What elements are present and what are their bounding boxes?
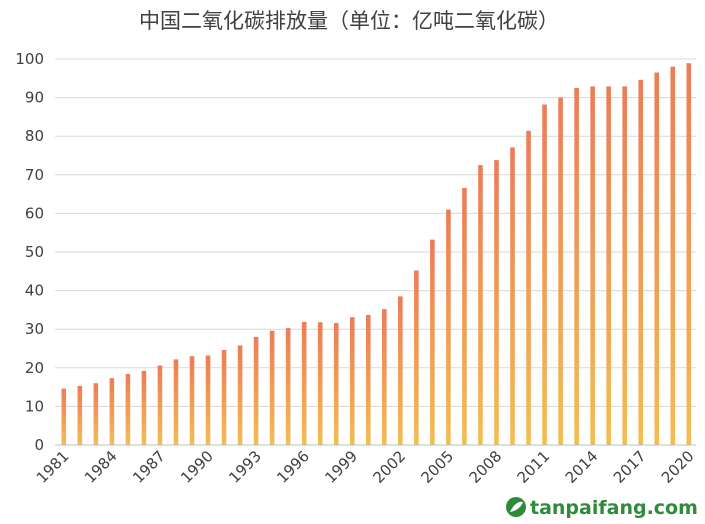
bar-2015 (606, 86, 611, 445)
x-axis-tick-labels: 1981 1984 1987 1990 1993 1996 1999 2002 2005 2008… (33, 447, 698, 487)
bar-1998 (333, 323, 339, 445)
bar-1985 (125, 373, 131, 445)
bar-1983 (93, 383, 99, 445)
watermark: tanpaifang.com (506, 497, 698, 519)
x-tick-label: 2014 (562, 447, 602, 487)
watermark-text: tanpaifang.com (530, 497, 698, 519)
bar-2010 (526, 130, 531, 446)
bar-2013 (574, 87, 579, 445)
bar-2019 (670, 66, 676, 445)
x-tick-label: 1999 (321, 447, 361, 487)
bar-1986 (141, 370, 147, 445)
y-tick-label: 100 (15, 50, 44, 68)
y-tick-label: 90 (25, 89, 44, 107)
x-tick-label: 1987 (129, 447, 169, 487)
bar-1984 (109, 378, 115, 445)
bar-2006 (462, 187, 467, 446)
bar-2020 (686, 63, 692, 445)
bar-1992 (237, 345, 243, 445)
y-axis-tick-labels: 0 10 20 30 40 50 60 70 80 90 100 (15, 50, 44, 454)
bar-1997 (317, 322, 323, 445)
bar-2009 (510, 147, 515, 445)
x-tick-label: 2008 (466, 447, 506, 487)
y-tick-label: 40 (25, 282, 44, 300)
bar-1990 (205, 355, 211, 445)
bar-2007 (478, 165, 483, 445)
bar-2000 (365, 314, 371, 445)
x-tick-label: 1984 (81, 447, 121, 487)
bar-2014 (590, 86, 595, 445)
bar-2002 (398, 296, 403, 445)
x-tick-label: 2017 (610, 447, 650, 487)
bar-1994 (269, 330, 275, 445)
bar-1993 (253, 336, 259, 445)
gridlines (55, 58, 696, 407)
bar-1982 (77, 385, 83, 445)
bar-1999 (349, 317, 355, 445)
chart-title: 中国二氧化碳排放量（单位：亿吨二氧化碳） (139, 9, 559, 33)
bar-1981 (61, 388, 67, 445)
bar-2012 (558, 97, 563, 445)
leaf-vein (510, 501, 523, 512)
bar-1991 (221, 350, 227, 445)
bar-2011 (542, 104, 547, 446)
x-tick-label: 2020 (658, 447, 698, 487)
x-tick-label: 1990 (177, 447, 217, 487)
y-tick-label: 80 (25, 127, 44, 145)
bar-1995 (285, 328, 291, 445)
bar-1987 (157, 365, 163, 445)
y-tick-label: 30 (25, 320, 44, 338)
y-tick-label: 20 (25, 359, 44, 377)
x-tick-label: 2005 (418, 447, 458, 487)
x-tick-label: 1996 (273, 447, 313, 487)
x-tick-label: 1993 (225, 447, 265, 487)
bar-series (61, 63, 692, 446)
bar-2016 (622, 86, 627, 445)
bar-2018 (654, 72, 660, 445)
bar-2017 (638, 79, 644, 445)
y-tick-label: 10 (25, 397, 44, 415)
y-tick-label: 0 (34, 436, 44, 454)
bar-1989 (189, 356, 195, 445)
bar-2001 (382, 309, 387, 445)
bar-1996 (301, 321, 307, 445)
bar-2005 (446, 209, 451, 445)
x-tick-label: 2011 (514, 447, 554, 487)
bar-2008 (494, 160, 499, 445)
y-tick-label: 60 (25, 204, 44, 222)
bar-2004 (430, 239, 435, 445)
bar-2003 (414, 270, 419, 445)
y-tick-label: 70 (25, 166, 44, 184)
x-tick-label: 2002 (369, 447, 409, 487)
y-tick-label: 50 (25, 243, 44, 261)
bar-1988 (173, 359, 179, 445)
